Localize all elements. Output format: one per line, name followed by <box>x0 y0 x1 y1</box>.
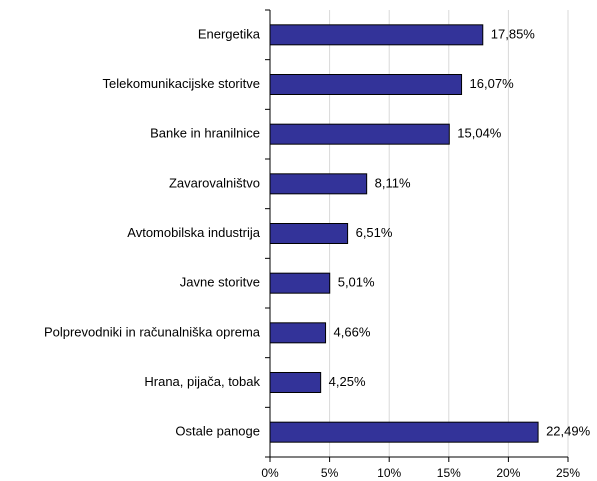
bar <box>269 24 484 46</box>
data-label: 16,07% <box>470 76 515 91</box>
bar <box>269 123 450 145</box>
data-label: 4,66% <box>334 324 371 339</box>
x-tick-label: 20% <box>496 466 520 480</box>
x-tick-label: 25% <box>556 466 580 480</box>
x-tick-label: 0% <box>261 466 279 480</box>
bar <box>269 74 463 95</box>
data-label: 4,25% <box>329 374 366 389</box>
x-tick-label: 10% <box>377 466 401 480</box>
y-tick-label: Javne storitve <box>180 275 260 290</box>
y-tick-label: Banke in hranilnice <box>150 126 260 141</box>
x-tick-label: 5% <box>321 466 339 480</box>
y-tick-label: Ostale panoge <box>175 424 260 439</box>
data-label: 15,04% <box>457 126 502 141</box>
bar <box>269 272 331 294</box>
y-tick-label: Energetika <box>198 26 261 41</box>
bar <box>269 173 368 195</box>
bar <box>269 372 322 393</box>
y-tick-label: Avtomobilska industrija <box>127 225 260 240</box>
data-label: 5,01% <box>338 275 375 290</box>
y-tick-label: Telekomunikacijske storitve <box>102 76 260 91</box>
data-label: 8,11% <box>375 175 411 190</box>
bar <box>269 223 349 244</box>
x-tick-label: 15% <box>437 466 461 480</box>
y-tick-label: Polprevodniki in računalniška oprema <box>44 324 261 339</box>
data-label: 6,51% <box>356 225 393 240</box>
bar <box>269 322 327 344</box>
bar <box>269 421 539 443</box>
y-tick-label: Zavarovalništvo <box>169 175 260 190</box>
y-tick-label: Hrana, pijača, tobak <box>144 374 260 389</box>
data-label: 22,49% <box>546 424 591 439</box>
data-label: 17,85% <box>491 26 536 41</box>
